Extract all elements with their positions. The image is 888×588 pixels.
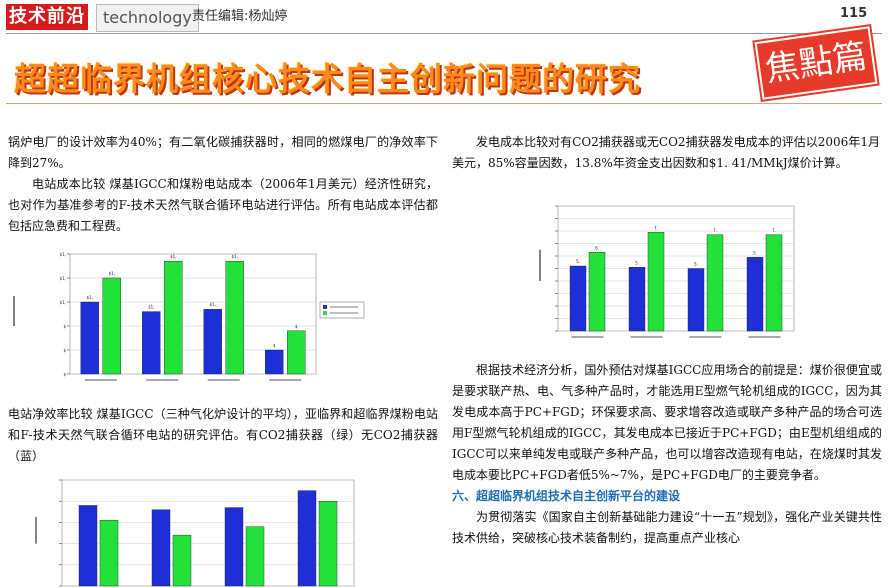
y-tick-label: $ [63,372,66,377]
article-title: 超超临界机组核心技术自主创新问题的研究 [14,60,642,98]
paragraph: 电站净效率比较 煤基IGCC（三种气化炉设计的平均），亚临界和超临界煤粉电站和F… [8,407,438,463]
paragraph: 锅炉电厂的设计效率为40%；有二氧化碳捕获器时，相同的燃煤电厂的净效率下降到27… [8,135,438,170]
bar [80,301,99,375]
section-heading: 六、超超临界机组技术自主创新平台的建设 [452,489,681,503]
paragraph: 根据技术经济分析，国外预估对煤基IGCC应用场合的前提是：煤价很便宜或是要求联产… [452,363,882,482]
generation-cost-chart: 5. 5. 5. 5. 6. 7. 7. 7. [539,205,795,338]
right-column-top: 发电成本比较对有CO2捕获器或无CO2捕获器发电成本的评估以2006年1月美元，… [452,132,880,174]
paragraph: 电站成本比较 煤基IGCC和煤粉电站成本（2006年1月美元）经济性研究，也对作… [8,177,438,233]
left-column-mid: 电站净效率比较 煤基IGCC（三种气化炉设计的平均），亚临界和超临界煤粉电站和F… [8,404,438,467]
data-label: $1, [210,302,216,307]
bar [99,520,119,587]
data-label: 7. [654,225,658,230]
data-label: $1, [148,305,154,310]
bar [687,268,705,332]
bar [203,309,222,375]
cost-comparison-chart: $ $ $ $1, $1, $1, $1, $1, $1, $ $1, $1, $1, $ [13,252,365,381]
bar [628,267,646,332]
bar [287,330,306,375]
right-column-bottom: 根据技术经济分析，国外预估对煤基IGCC应用场合的前提是：煤价很便宜或是要求联产… [452,360,882,549]
legend-swatch [323,311,327,315]
focus-badge: 焦點篇 [754,26,878,100]
data-label: 5. [753,250,757,255]
paragraph: 为贯彻落实《国家自主创新基础能力建设“十一五”规划》，强化产业关键共性技术供给，… [452,510,882,545]
bar [588,252,606,332]
data-label: 6. [595,245,599,250]
bar [647,232,665,332]
data-label: 7. [713,228,717,233]
bar [102,277,121,375]
data-label: $ [295,324,298,329]
data-label: 7. [772,228,776,233]
bar [569,265,587,332]
paragraph: 发电成本比较对有CO2捕获器或无CO2捕获器发电成本的评估以2006年1月美元，… [452,135,880,170]
data-label: 5. [694,262,698,267]
efficiency-comparison-chart [35,479,355,587]
y-tick-label: $1, [60,252,66,257]
y-tick-label: $ [63,348,66,353]
legend-swatch [323,305,327,309]
legend [319,301,365,319]
bar [164,260,183,375]
section-label: technology [96,4,199,32]
bar [78,505,98,587]
data-label: $1, [87,295,93,300]
y-tick-label: $1, [60,276,66,281]
data-label: 5. [576,259,580,264]
bar [224,507,244,587]
bar [706,234,724,332]
header-rule [6,33,882,34]
left-column-top: 锅炉电厂的设计效率为40%；有二氧化碳捕获器时，相同的燃煤电厂的净效率下降到27… [8,132,438,237]
bar [172,534,192,587]
data-label: $1, [170,254,176,259]
page-number: 115 [840,6,868,21]
bar [142,311,161,375]
bar [245,526,265,587]
title-separator [6,103,882,104]
bar [297,490,317,587]
bar [746,257,764,332]
y-tick-label: $ [63,324,66,329]
data-label: $ [273,343,276,348]
bar [765,234,783,332]
data-label: $1, [232,254,238,259]
bar [265,349,284,375]
y-tick-label: $1, [60,300,66,305]
brand-logo: 技术前沿 [6,4,88,30]
data-label: 5. [635,260,639,265]
bar [151,509,171,587]
data-label: $1, [109,271,115,276]
bar [225,260,244,375]
bar [318,501,338,587]
editor-credit: 责任编辑:杨灿婷 [192,9,288,24]
